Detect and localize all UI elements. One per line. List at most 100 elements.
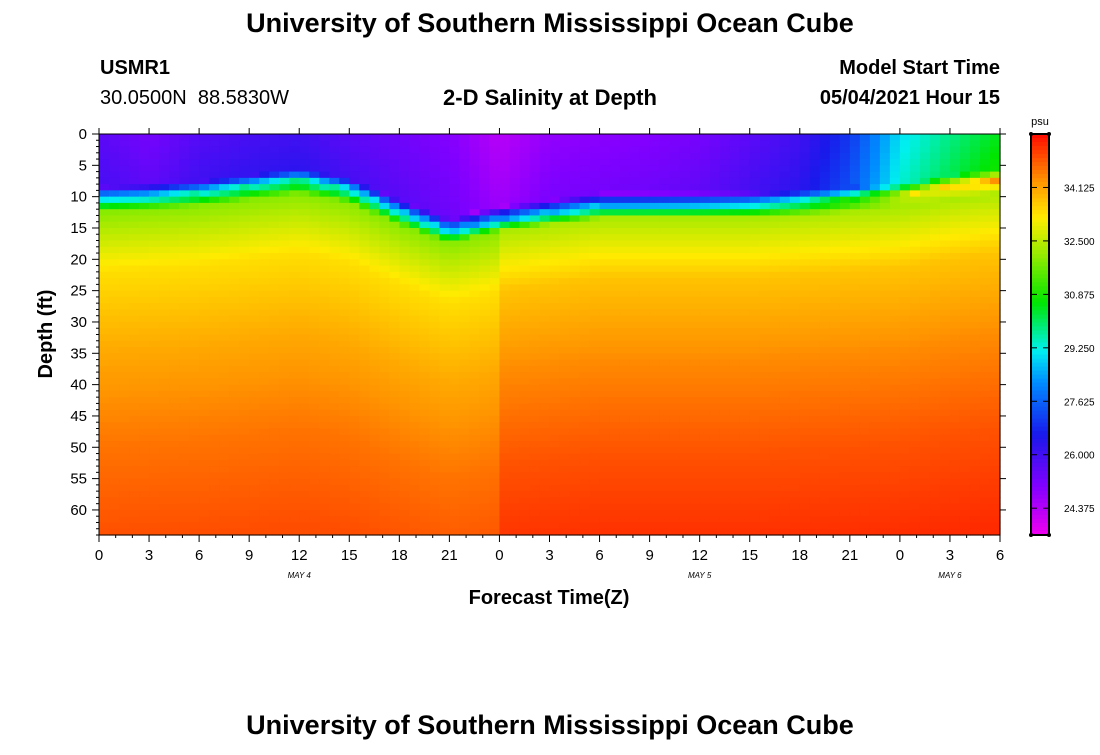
heatmap-cell (379, 303, 390, 311)
heatmap-cell (459, 359, 471, 367)
heatmap-cell (489, 253, 501, 260)
heatmap-cell (659, 403, 671, 411)
heatmap-cell (569, 372, 581, 379)
heatmap-cell (249, 177, 260, 185)
heatmap-cell (859, 152, 871, 160)
heatmap-cell (839, 415, 851, 423)
heatmap-cell (749, 472, 761, 480)
heatmap-cell (379, 472, 390, 480)
heatmap-cell (729, 397, 741, 405)
heatmap-cell (159, 428, 170, 436)
heatmap-cell (769, 184, 781, 191)
heatmap-cell (949, 184, 961, 191)
heatmap-cell (529, 227, 541, 235)
heatmap-cell (129, 340, 140, 348)
heatmap-cell (199, 177, 210, 185)
heatmap-cell (469, 372, 481, 379)
heatmap-cell (139, 165, 150, 173)
heatmap-cell (129, 315, 140, 323)
heatmap-cell (799, 340, 811, 348)
heatmap-cell (419, 434, 430, 442)
heatmap-cell (99, 397, 110, 405)
heatmap-cell (919, 253, 931, 260)
heatmap-cell (589, 190, 601, 198)
heatmap-cell (569, 259, 581, 267)
heatmap-cell (169, 384, 180, 392)
heatmap-cell (429, 415, 440, 423)
heatmap-cell (239, 134, 250, 141)
heatmap-cell (829, 253, 841, 260)
heatmap-cell (979, 221, 991, 229)
heatmap-cell (399, 334, 410, 342)
heatmap-cell (769, 227, 781, 235)
heatmap-cell (899, 290, 911, 298)
heatmap-cell (299, 415, 310, 423)
heatmap-cell (329, 309, 340, 317)
heatmap-cell (239, 309, 250, 317)
heatmap-cell (689, 227, 701, 235)
heatmap-cell (449, 390, 460, 398)
heatmap-cell (929, 472, 941, 480)
heatmap-cell (129, 428, 140, 436)
heatmap-cell (819, 221, 831, 229)
heatmap-cell (889, 422, 901, 430)
heatmap-cell (179, 315, 190, 323)
heatmap-cell (819, 165, 831, 173)
heatmap-cell (879, 390, 891, 398)
heatmap-cell (369, 359, 380, 367)
heatmap-cell (709, 378, 721, 386)
heatmap-cell (939, 284, 951, 292)
heatmap-cell (119, 284, 130, 292)
heatmap-cell (929, 372, 941, 379)
heatmap-cell (669, 315, 681, 323)
heatmap-cell (499, 303, 511, 311)
heatmap-cell (699, 134, 711, 141)
heatmap-cell (159, 152, 170, 160)
heatmap-cell (539, 234, 551, 242)
heatmap-cell (549, 422, 561, 430)
heatmap-cell (139, 372, 150, 379)
heatmap-cell (679, 209, 691, 217)
heatmap-cell (409, 253, 420, 260)
heatmap-cell (449, 459, 460, 467)
heatmap-cell (589, 359, 601, 367)
heatmap-cell (469, 422, 481, 430)
heatmap-cell (389, 353, 400, 361)
heatmap-cell (849, 359, 861, 367)
heatmap-cell (179, 372, 190, 379)
heatmap-cell (209, 134, 220, 141)
heatmap-cell (499, 234, 511, 242)
heatmap-cell (479, 290, 491, 298)
heatmap-cell (519, 384, 531, 392)
heatmap-cell (589, 397, 601, 405)
heatmap-cell (239, 140, 250, 148)
heatmap-cell (629, 365, 641, 373)
heatmap-cell (769, 422, 781, 430)
heatmap-cell (329, 234, 340, 242)
heatmap-cell (369, 303, 380, 311)
heatmap-cell (359, 296, 370, 304)
heatmap-cell (819, 265, 831, 273)
heatmap-cell (699, 397, 711, 405)
heatmap-cell (429, 334, 440, 342)
heatmap-cell (309, 246, 320, 254)
heatmap-cell (839, 403, 851, 411)
heatmap-cell (339, 303, 350, 311)
heatmap-cell (619, 296, 631, 304)
heatmap-cell (259, 278, 270, 285)
heatmap-cell (219, 290, 230, 298)
heatmap-cell (969, 209, 981, 217)
heatmap-cell (559, 309, 571, 317)
heatmap-cell (399, 340, 410, 348)
heatmap-cell (529, 265, 541, 273)
heatmap-cell (279, 415, 290, 423)
heatmap-cell (639, 284, 651, 292)
heatmap-cell (179, 184, 190, 191)
heatmap-cell (949, 209, 961, 217)
heatmap-cell (419, 171, 430, 179)
heatmap-cell (389, 372, 400, 379)
heatmap-cell (709, 384, 721, 392)
heatmap-cell (739, 384, 751, 392)
heatmap-cell (209, 441, 220, 448)
heatmap-cell (829, 209, 841, 217)
